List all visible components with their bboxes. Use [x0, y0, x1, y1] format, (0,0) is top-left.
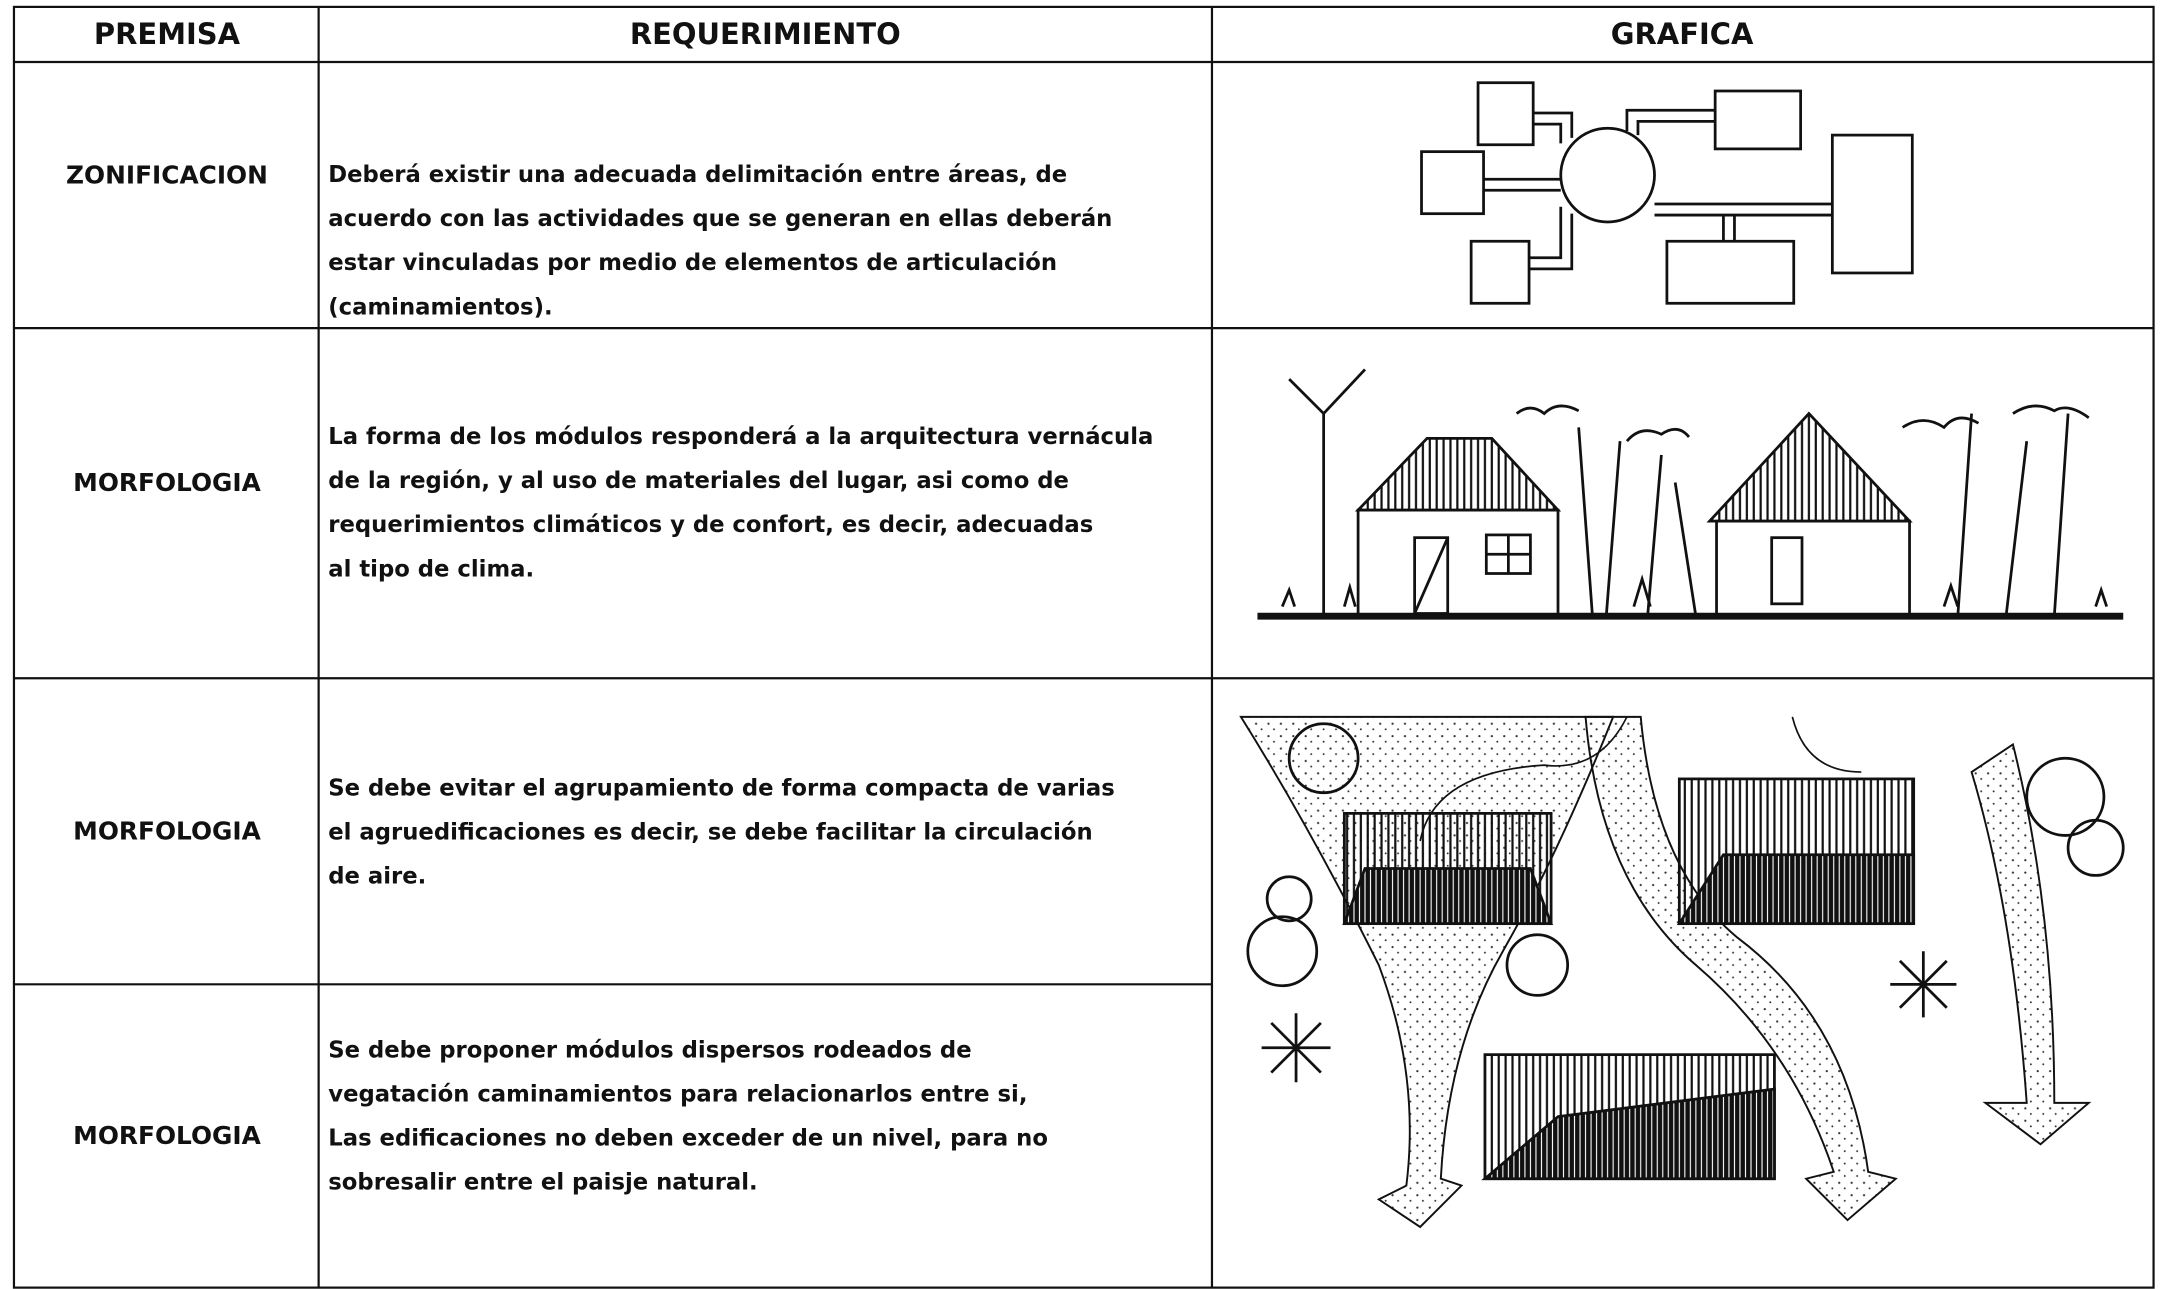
- requerimiento-line: de la región, y al uso de materiales del…: [328, 468, 1069, 494]
- requerimiento-line: al tipo de clima.: [328, 556, 534, 582]
- requerimiento-line: (caminamientos).: [328, 294, 552, 320]
- requerimiento-line: acuerdo con las actividades que se gener…: [328, 206, 1112, 232]
- requerimiento-line: Las edificaciones no deben exceder de un…: [328, 1126, 1048, 1152]
- requerimiento-line: el agruedificaciones es decir, se debe f…: [328, 820, 1092, 846]
- requerimiento-line: Deberá existir una adecuada delimitación…: [328, 162, 1067, 188]
- column-header: REQUERIMIENTO: [630, 17, 901, 51]
- premisa-cell: MORFOLOGIA: [73, 1121, 261, 1150]
- requerimiento-line: sobresalir entre el paisje natural.: [328, 1170, 757, 1196]
- zoning-diagram: [1420, 81, 1914, 305]
- houses-sketch: [1257, 368, 2124, 620]
- column-header: GRAFICA: [1611, 17, 1754, 51]
- requerimiento-line: de aire.: [328, 864, 426, 890]
- premisa-cell: MORFOLOGIA: [73, 468, 261, 497]
- requerimiento-line: vegatación caminamientos para relacionar…: [328, 1082, 1027, 1108]
- table-text: PREMISA REQUERIMIENTO GRAFICA ZONIFICACION D…: [66, 17, 1754, 1196]
- requerimiento-line: requerimientos climáticos y de confort, …: [328, 512, 1093, 538]
- requerimiento-line: La forma de los módulos responderá a la …: [328, 424, 1153, 450]
- column-header: PREMISA: [94, 17, 241, 51]
- premisa-cell: ZONIFICACION: [66, 160, 268, 189]
- requerimiento-line: Se debe proponer módulos dispersos rodea…: [328, 1037, 971, 1063]
- requerimiento-line: Se debe evitar el agrupamiento de forma …: [328, 775, 1115, 801]
- site-plan-sketch: [1239, 715, 2125, 1229]
- requerimiento-line: estar vinculadas por medio de elementos …: [328, 250, 1057, 276]
- table-grid: [12, 5, 2155, 1289]
- premisa-cell: MORFOLOGIA: [73, 817, 261, 846]
